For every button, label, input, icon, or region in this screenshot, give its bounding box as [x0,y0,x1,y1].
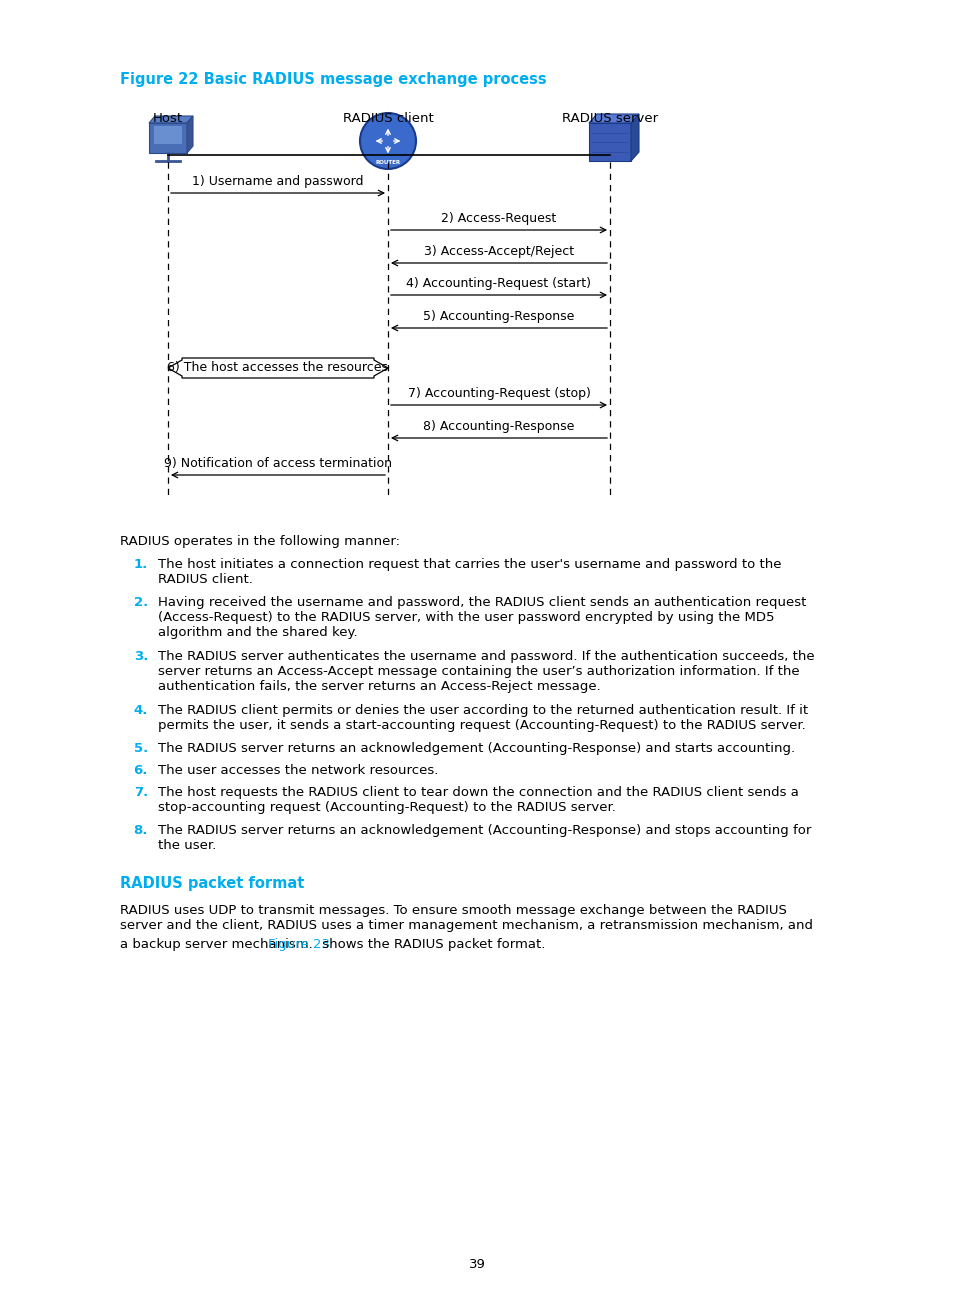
Text: 39: 39 [468,1258,485,1271]
Text: The host requests the RADIUS client to tear down the connection and the RADIUS c: The host requests the RADIUS client to t… [158,785,798,814]
Text: 2.: 2. [133,596,148,609]
Polygon shape [187,117,193,153]
Text: 3) Access-Accept/Reject: 3) Access-Accept/Reject [423,245,574,258]
Text: Host: Host [152,111,183,124]
Polygon shape [630,114,639,161]
Polygon shape [149,117,193,123]
Polygon shape [588,114,639,123]
Text: RADIUS server: RADIUS server [561,111,658,124]
Text: a backup server mechanism.: a backup server mechanism. [120,938,316,951]
Circle shape [359,113,416,168]
Text: Having received the username and password, the RADIUS client sends an authentica: Having received the username and passwor… [158,596,805,639]
Text: ROUTER: ROUTER [375,159,400,165]
FancyBboxPatch shape [154,126,181,144]
Text: The host initiates a connection request that carries the user's username and pas: The host initiates a connection request … [158,559,781,586]
Text: RADIUS packet format: RADIUS packet format [120,876,304,892]
Text: 6.: 6. [133,765,148,778]
Text: RADIUS client: RADIUS client [342,111,433,124]
Text: 1) Username and password: 1) Username and password [193,175,363,188]
Text: 7) Accounting-Request (stop): 7) Accounting-Request (stop) [407,388,590,400]
FancyBboxPatch shape [149,123,187,153]
Text: Figure 23: Figure 23 [268,938,330,951]
Text: 3.: 3. [133,651,148,664]
Text: 4.: 4. [133,704,148,717]
Text: 1.: 1. [133,559,148,572]
FancyBboxPatch shape [588,123,630,161]
Text: 2) Access-Request: 2) Access-Request [441,213,556,226]
Text: 5.: 5. [133,743,148,756]
Text: 8.: 8. [133,824,148,837]
Text: The RADIUS client permits or denies the user according to the returned authentic: The RADIUS client permits or denies the … [158,704,807,732]
Text: 7.: 7. [133,785,148,800]
Text: The RADIUS server returns an acknowledgement (Accounting-Response) and stops acc: The RADIUS server returns an acknowledge… [158,824,810,851]
Text: RADIUS operates in the following manner:: RADIUS operates in the following manner: [120,535,399,548]
Text: 4) Accounting-Request (start): 4) Accounting-Request (start) [406,277,591,290]
Text: 8) Accounting-Response: 8) Accounting-Response [423,420,574,433]
Text: The RADIUS server authenticates the username and password. If the authentication: The RADIUS server authenticates the user… [158,651,814,693]
Text: The user accesses the network resources.: The user accesses the network resources. [158,765,438,778]
Text: The RADIUS server returns an acknowledgement (Accounting-Response) and starts ac: The RADIUS server returns an acknowledge… [158,743,794,756]
Text: RADIUS uses UDP to transmit messages. To ensure smooth message exchange between : RADIUS uses UDP to transmit messages. To… [120,905,812,932]
Text: 6) The host accesses the resources: 6) The host accesses the resources [168,360,388,373]
Text: 9) Notification of access termination: 9) Notification of access termination [164,457,392,470]
Text: 5) Accounting-Response: 5) Accounting-Response [423,310,574,323]
Polygon shape [168,358,388,378]
Text: Figure 22 Basic RADIUS message exchange process: Figure 22 Basic RADIUS message exchange … [120,73,546,87]
Text: shows the RADIUS packet format.: shows the RADIUS packet format. [317,938,545,951]
